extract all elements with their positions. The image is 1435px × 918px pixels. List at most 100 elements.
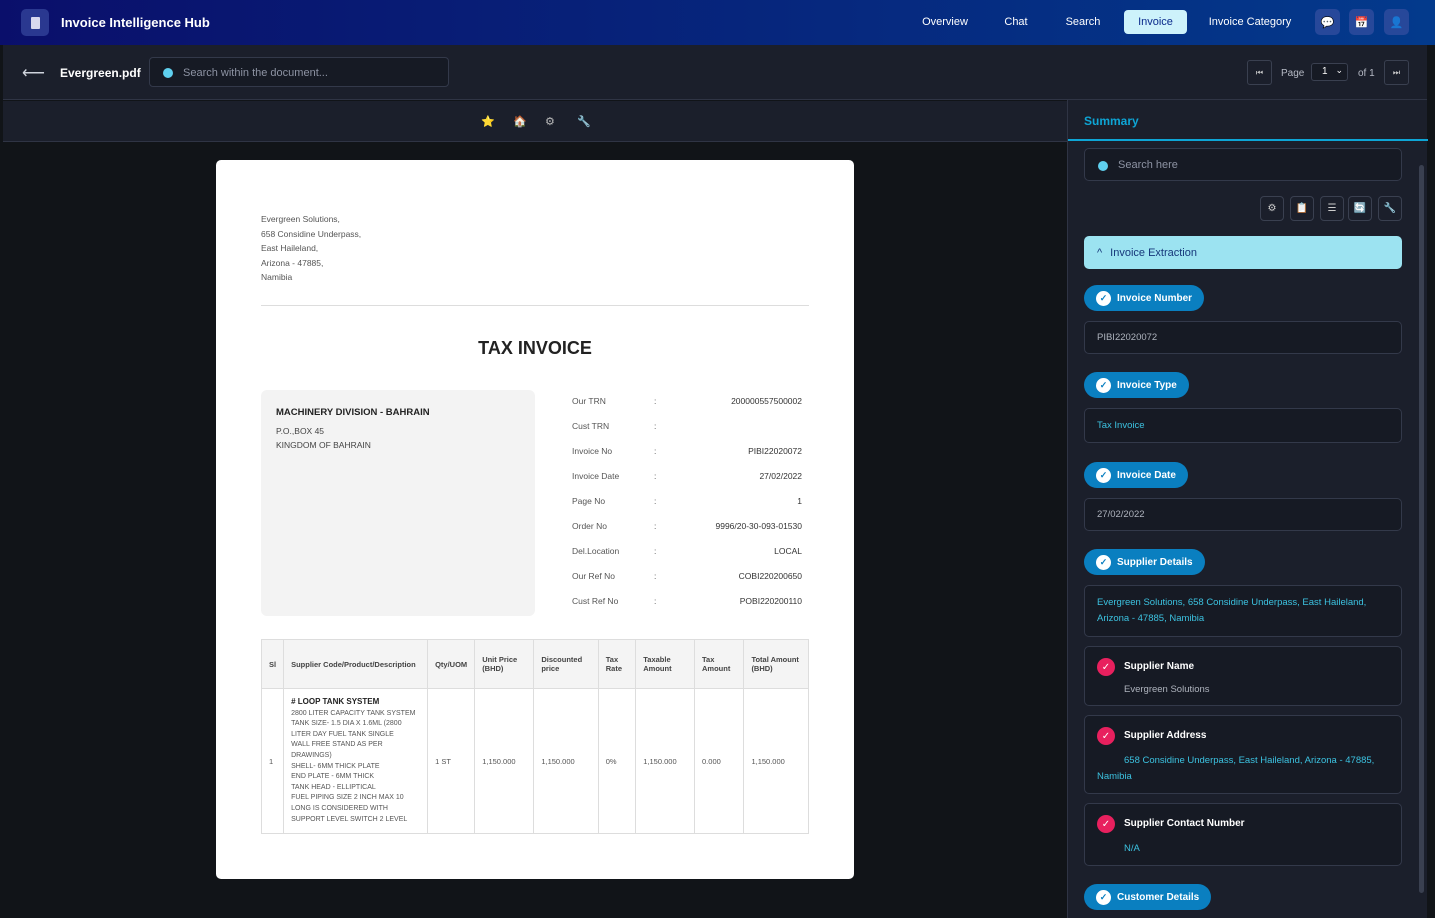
tab-summary[interactable]: Summary bbox=[1084, 114, 1139, 128]
meta-colon: : bbox=[654, 571, 657, 581]
table-row: 1 # LOOP TANK SYSTEM 2800 LITER CAPACITY … bbox=[260, 687, 809, 835]
list-icon[interactable]: ☰ bbox=[1320, 196, 1344, 221]
invoice-page: Evergreen Solutions, 658 Considine Under… bbox=[216, 160, 854, 879]
meta-colon: : bbox=[654, 521, 657, 531]
meta-row: Del.Location: LOCAL bbox=[572, 546, 802, 571]
star-icon[interactable]: ⭐ bbox=[481, 116, 495, 128]
column-header: Supplier Code/Product/Description bbox=[283, 639, 429, 689]
meta-value: COBI220200650 bbox=[738, 571, 802, 581]
description-line: WALL FREE STAND AS PER bbox=[291, 741, 383, 749]
nav-invoice-category[interactable]: Invoice Category bbox=[1208, 16, 1292, 28]
column-header: Tax Amount bbox=[694, 639, 745, 689]
scrollbar[interactable] bbox=[1419, 165, 1424, 893]
invoice-extraction-accordion[interactable]: ^ Invoice Extraction bbox=[1084, 236, 1402, 269]
home-icon[interactable]: 🏠 bbox=[513, 116, 527, 128]
nav-overview[interactable]: Overview bbox=[922, 16, 968, 28]
description-line: LITER DAY FUEL TANK SINGLE bbox=[291, 730, 394, 738]
meta-colon: : bbox=[654, 546, 657, 556]
search-icon bbox=[1098, 161, 1108, 171]
address-line: 658 Considine Underpass, bbox=[261, 228, 362, 239]
user-icon[interactable]: 👤 bbox=[1384, 9, 1409, 35]
cell-taxable-amount: 1,150.000 bbox=[635, 687, 696, 835]
cell-qty: 1 ST bbox=[427, 687, 476, 835]
invoice-title: TAX INVOICE bbox=[478, 338, 592, 358]
address-line: Arizona - 47885, bbox=[261, 257, 324, 268]
field-pill[interactable]: ✓ Invoice Date bbox=[1084, 462, 1188, 488]
description-line: LONG IS CONSIDERED WITH bbox=[291, 804, 388, 812]
nav-chat[interactable]: Chat bbox=[1004, 16, 1028, 28]
description-line: TANK HEAD - ELLIPTICAL bbox=[291, 783, 376, 791]
column-header: Sl bbox=[260, 639, 285, 689]
meta-key: Order No bbox=[572, 521, 607, 531]
chat-bubble-icon[interactable]: 💬 bbox=[1315, 9, 1340, 35]
gear-icon[interactable]: ⚙ bbox=[545, 116, 555, 128]
field-pill[interactable]: ✓ Supplier Details bbox=[1084, 549, 1205, 575]
divider bbox=[261, 305, 809, 306]
page-value: 1 bbox=[1322, 66, 1328, 77]
column-header: Taxable Amount bbox=[635, 639, 696, 689]
field-label: Invoice Type bbox=[1117, 379, 1177, 391]
field-value-box[interactable]: Evergreen Solutions, 658 Considine Under… bbox=[1084, 585, 1402, 637]
wrench-icon[interactable]: 🔧 bbox=[577, 116, 591, 128]
meta-key: Our TRN bbox=[572, 396, 606, 406]
field-label: Customer Details bbox=[1117, 891, 1200, 903]
page-select[interactable]: 1 ⌄ bbox=[1311, 63, 1348, 81]
nav-invoice[interactable]: Invoice bbox=[1124, 10, 1187, 34]
check-icon: ✓ bbox=[1096, 377, 1111, 393]
supplier-name-card[interactable]: ✓ Supplier Name Evergreen Solutions bbox=[1084, 646, 1402, 706]
clipboard-icon[interactable]: 📋 bbox=[1290, 196, 1314, 221]
last-page-button[interactable]: ⏭ bbox=[1384, 60, 1409, 85]
check-icon: ✓ bbox=[1097, 815, 1115, 833]
meta-row: Page No: 1 bbox=[572, 496, 802, 521]
invoice-meta: Our TRN:200000557500002 Cust TRN: Invoice … bbox=[572, 396, 802, 621]
calendar-icon[interactable]: 📅 bbox=[1349, 9, 1374, 35]
gear-icon[interactable]: ⚙ bbox=[1260, 196, 1284, 221]
meta-value: 27/02/2022 bbox=[759, 471, 802, 481]
back-arrow-icon[interactable]: ⟵ bbox=[22, 65, 45, 82]
card-label: Supplier Address bbox=[1124, 730, 1207, 741]
table-header: Sl Supplier Code/Product/Description Qty/U… bbox=[260, 639, 809, 689]
supplier-address: Evergreen Solutions, 658 Considine Under… bbox=[261, 212, 361, 285]
summary-search-input[interactable]: Search here bbox=[1084, 148, 1402, 181]
description-line: END PLATE - 6MM THICK bbox=[291, 773, 375, 781]
meta-colon: : bbox=[654, 496, 657, 506]
wrench-icon[interactable]: 🔧 bbox=[1378, 196, 1402, 221]
field-pill[interactable]: ✓ Customer Details bbox=[1084, 884, 1212, 910]
cell-unit-price: 1,150.000 bbox=[474, 687, 535, 835]
meta-key: Our Ref No bbox=[572, 571, 615, 581]
section-title: Invoice Extraction bbox=[1110, 247, 1197, 259]
address-line: Namibia bbox=[261, 272, 293, 282]
top-nav-bar: Invoice Intelligence Hub Overview Chat S… bbox=[0, 0, 1435, 45]
page-of: of 1 bbox=[1358, 68, 1375, 79]
field-value-box[interactable]: 27/02/2022 bbox=[1084, 498, 1402, 531]
field-pill[interactable]: ✓ Invoice Number bbox=[1084, 285, 1205, 311]
supplier-address-card[interactable]: ✓ Supplier Address 658 Considine Underpass… bbox=[1084, 715, 1402, 794]
field-value-box[interactable]: PIBI22020072 bbox=[1084, 321, 1402, 354]
customer-box: MACHINERY DIVISION - BAHRAIN P.O.,BOX 45… bbox=[261, 390, 535, 616]
meta-value: POBI220200110 bbox=[739, 596, 802, 606]
cell-discounted-price: 1,150.000 bbox=[533, 687, 599, 835]
meta-row: Our Ref No: COBI220200650 bbox=[572, 571, 802, 596]
meta-row: Order No: 9996/20-30-093-01530 bbox=[572, 521, 802, 546]
field-pill[interactable]: ✓ Invoice Type bbox=[1084, 372, 1189, 398]
meta-colon: : bbox=[654, 396, 657, 406]
meta-colon: : bbox=[654, 421, 657, 431]
search-icon bbox=[163, 68, 173, 78]
description-line: SUPPORT LEVEL SWITCH 2 LEVEL bbox=[291, 815, 408, 823]
customer-name: MACHINERY DIVISION - BAHRAIN bbox=[276, 407, 430, 418]
column-header: Tax Rate bbox=[597, 639, 637, 689]
summary-panel: Summary Search here ⚙ 📋 ☰ 🔄 🔧 ^ Invoice E… bbox=[1067, 100, 1428, 918]
field-value-box[interactable]: Tax Invoice bbox=[1084, 408, 1402, 443]
cell-sl: 1 bbox=[260, 687, 285, 835]
document-search-input[interactable]: Search within the document... bbox=[149, 57, 449, 87]
meta-key: Del.Location bbox=[572, 546, 620, 556]
meta-key: Page No bbox=[572, 496, 606, 506]
meta-row: Invoice No: PIBI22020072 bbox=[572, 446, 802, 471]
cell-total-amount: 1,150.000 bbox=[743, 687, 809, 835]
refresh-icon[interactable]: 🔄 bbox=[1348, 196, 1372, 221]
meta-key: Invoice Date bbox=[572, 471, 620, 481]
supplier-contact-card[interactable]: ✓ Supplier Contact Number N/A bbox=[1084, 803, 1402, 866]
meta-colon: : bbox=[654, 446, 657, 456]
nav-search[interactable]: Search bbox=[1065, 16, 1101, 28]
first-page-button[interactable]: ⏮ bbox=[1247, 60, 1272, 85]
